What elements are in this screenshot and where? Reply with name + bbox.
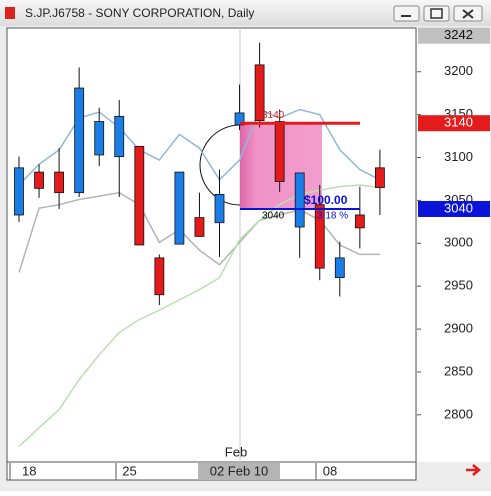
- candle-body: [14, 167, 24, 216]
- candle-body: [94, 121, 105, 156]
- level-badge: [418, 200, 490, 217]
- candle-body: [314, 204, 325, 269]
- candle-body: [114, 115, 125, 158]
- level-badge-label: 3040: [444, 200, 473, 215]
- y-tick-label: 2950: [444, 278, 473, 293]
- y-tick-label: 3100: [444, 149, 473, 164]
- crosshair-label: 02 Feb 10: [210, 463, 269, 478]
- level-badge-label: 3140: [444, 115, 473, 130]
- range-label: $100.00: [304, 193, 348, 207]
- y-tick-label: 2900: [444, 320, 473, 335]
- month-label: Feb: [225, 444, 247, 459]
- candle-body: [134, 145, 145, 246]
- top-label: 3242: [444, 27, 473, 42]
- minimize-button[interactable]: [393, 5, 420, 22]
- candle-body: [174, 171, 185, 245]
- candle-body: [234, 112, 245, 126]
- x-tick-label: 08: [323, 463, 337, 478]
- y-tick-label: 2850: [444, 363, 473, 378]
- candle-body: [274, 121, 285, 182]
- candle-body: [354, 214, 365, 229]
- candle-body: [54, 171, 64, 194]
- top-badge: [418, 27, 490, 44]
- candle-body: [214, 193, 225, 224]
- candle-body: [154, 257, 165, 296]
- window-title: S.JP.J6758 - SONY CORPORATION, Daily: [25, 6, 254, 20]
- window-icon: [5, 7, 15, 19]
- candle-body: [334, 257, 345, 278]
- y-tick-label: 2800: [444, 406, 473, 421]
- price-axis-bg: [417, 28, 490, 462]
- level-badge: [418, 115, 490, 132]
- range-pct-label: 3.18 %: [317, 211, 348, 222]
- candle-body: [194, 217, 205, 237]
- level-label: 3040: [262, 211, 285, 222]
- candle-body: [374, 167, 385, 188]
- x-tick-label: 25: [122, 463, 136, 478]
- candle-body: [254, 64, 265, 122]
- close-icon: [462, 9, 474, 19]
- candle-body: [34, 171, 44, 189]
- scroll-arrow[interactable]: [466, 464, 481, 476]
- candle-body: [74, 87, 85, 194]
- crosshair-label-box: [198, 463, 280, 480]
- maximize-icon: [430, 8, 443, 19]
- y-tick-label: 3200: [444, 63, 473, 78]
- x-tick-label: 18: [22, 463, 36, 478]
- candle-body: [294, 172, 305, 228]
- level-label: 3140: [262, 110, 285, 121]
- y-tick-label: 3000: [444, 235, 473, 250]
